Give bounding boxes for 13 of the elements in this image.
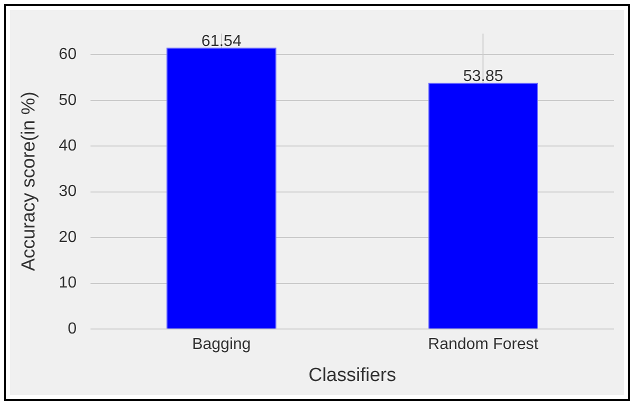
y-tick-label: 40	[58, 137, 77, 154]
x-tick-label: Bagging	[192, 336, 251, 354]
data-label: 53.85	[463, 68, 504, 86]
x-axis-title: Classifiers	[308, 364, 396, 386]
data-label: 61.54	[201, 33, 242, 50]
y-tick-label: 10	[58, 274, 77, 292]
y-tick-label: 0	[68, 320, 77, 338]
x-tick-label: Random Forest	[428, 336, 539, 354]
y-axis-title: Accuracy score(in %)	[18, 92, 40, 272]
y-tick-label: 20	[58, 228, 77, 246]
y-tick-label: 60	[58, 46, 77, 64]
y-tick-label: 50	[58, 92, 77, 109]
y-tick-label: 30	[58, 183, 77, 200]
